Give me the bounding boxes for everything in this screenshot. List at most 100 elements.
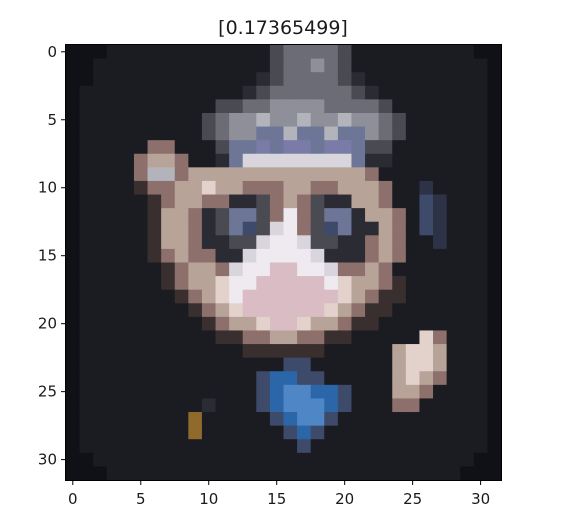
heatmap-cell	[365, 58, 380, 73]
heatmap-cell	[433, 72, 448, 87]
heatmap-cell	[174, 140, 189, 155]
heatmap-cell	[133, 371, 149, 386]
heatmap-cell	[378, 221, 393, 236]
heatmap-cell	[487, 180, 502, 196]
heatmap-cell	[378, 316, 393, 332]
heatmap-cell	[215, 466, 230, 481]
heatmap-cell	[446, 371, 461, 386]
heatmap-cell	[66, 221, 81, 236]
heatmap-cell	[229, 425, 244, 440]
heatmap-cell	[324, 303, 339, 318]
heatmap-cell	[188, 58, 203, 73]
heatmap-cell	[351, 167, 366, 182]
heatmap-cell	[419, 303, 434, 318]
heatmap-cell	[392, 452, 407, 467]
heatmap-cell	[256, 99, 271, 114]
heatmap-cell	[242, 180, 257, 196]
heatmap-cell	[351, 330, 366, 345]
heatmap-cell	[106, 167, 121, 182]
heatmap-cell	[242, 303, 257, 318]
heatmap-cell	[188, 425, 203, 440]
heatmap-cell	[242, 140, 257, 155]
chart-title: [0.17365499]	[218, 17, 348, 39]
heatmap-cell	[174, 303, 189, 318]
heatmap-cell	[106, 208, 121, 223]
heatmap-cell	[365, 303, 380, 318]
heatmap-cell	[283, 85, 298, 100]
heatmap-cell	[419, 72, 434, 87]
heatmap-cell	[473, 371, 488, 386]
heatmap-cell	[133, 398, 149, 413]
heatmap-cell	[405, 99, 421, 114]
heatmap-cell	[269, 452, 285, 467]
heatmap-cell	[337, 316, 353, 332]
heatmap-cell	[460, 303, 475, 318]
heatmap-cell	[133, 357, 149, 372]
heatmap-cell	[310, 194, 325, 209]
heatmap-cell	[487, 221, 502, 236]
heatmap-cell	[419, 357, 434, 372]
heatmap-cell	[120, 153, 135, 168]
heatmap-cell	[337, 126, 353, 141]
heatmap-cell	[161, 112, 176, 128]
heatmap-cell	[419, 167, 434, 182]
heatmap-cell	[79, 303, 94, 318]
heatmap-cell	[133, 180, 149, 196]
heatmap-cell	[405, 289, 421, 304]
heatmap-cell	[229, 303, 244, 318]
heatmap-cell	[297, 221, 312, 236]
heatmap-cell	[487, 371, 502, 386]
heatmap-cell	[433, 126, 448, 141]
heatmap-cell	[215, 99, 230, 114]
heatmap-cell	[242, 316, 257, 332]
heatmap-cell	[446, 316, 461, 332]
heatmap-cell	[229, 112, 244, 128]
heatmap-cell	[324, 262, 339, 277]
heatmap-cell	[365, 371, 380, 386]
heatmap-cell	[147, 85, 162, 100]
heatmap-image	[66, 45, 502, 481]
heatmap-cell	[460, 344, 475, 359]
heatmap-cell	[473, 439, 488, 454]
heatmap-cell	[378, 439, 393, 454]
heatmap-cell	[161, 289, 176, 304]
heatmap-cell	[405, 180, 421, 196]
x-tick-label: 30	[471, 490, 490, 508]
heatmap-cell	[392, 235, 407, 250]
heatmap-cell	[351, 425, 366, 440]
heatmap-cell	[174, 398, 189, 413]
heatmap-cell	[487, 398, 502, 413]
heatmap-cell	[229, 262, 244, 277]
heatmap-cell	[79, 439, 94, 454]
heatmap-cell	[460, 235, 475, 250]
heatmap-cell	[256, 303, 271, 318]
heatmap-cell	[147, 167, 162, 182]
heatmap-cell	[93, 466, 108, 481]
heatmap-cell	[283, 330, 298, 345]
heatmap-cell	[106, 412, 121, 427]
heatmap-cell	[460, 316, 475, 332]
heatmap-cell	[392, 262, 407, 277]
heatmap-cell	[297, 289, 312, 304]
heatmap-cell	[392, 99, 407, 114]
heatmap-cell	[242, 425, 257, 440]
heatmap-cell	[242, 153, 257, 168]
heatmap-cell	[446, 126, 461, 141]
heatmap-cell	[188, 221, 203, 236]
heatmap-cell	[120, 384, 135, 400]
heatmap-cell	[460, 262, 475, 277]
heatmap-cell	[188, 262, 203, 277]
heatmap-cell	[460, 276, 475, 291]
heatmap-cell	[229, 439, 244, 454]
heatmap-cell	[161, 153, 176, 168]
heatmap-cell	[297, 72, 312, 87]
heatmap-cell	[297, 303, 312, 318]
heatmap-cell	[351, 452, 366, 467]
heatmap-cell	[297, 99, 312, 114]
heatmap-cell	[93, 262, 108, 277]
heatmap-cell	[460, 452, 475, 467]
heatmap-cell	[161, 384, 176, 400]
heatmap-cell	[256, 72, 271, 87]
heatmap-cell	[242, 439, 257, 454]
heatmap-cell	[392, 58, 407, 73]
